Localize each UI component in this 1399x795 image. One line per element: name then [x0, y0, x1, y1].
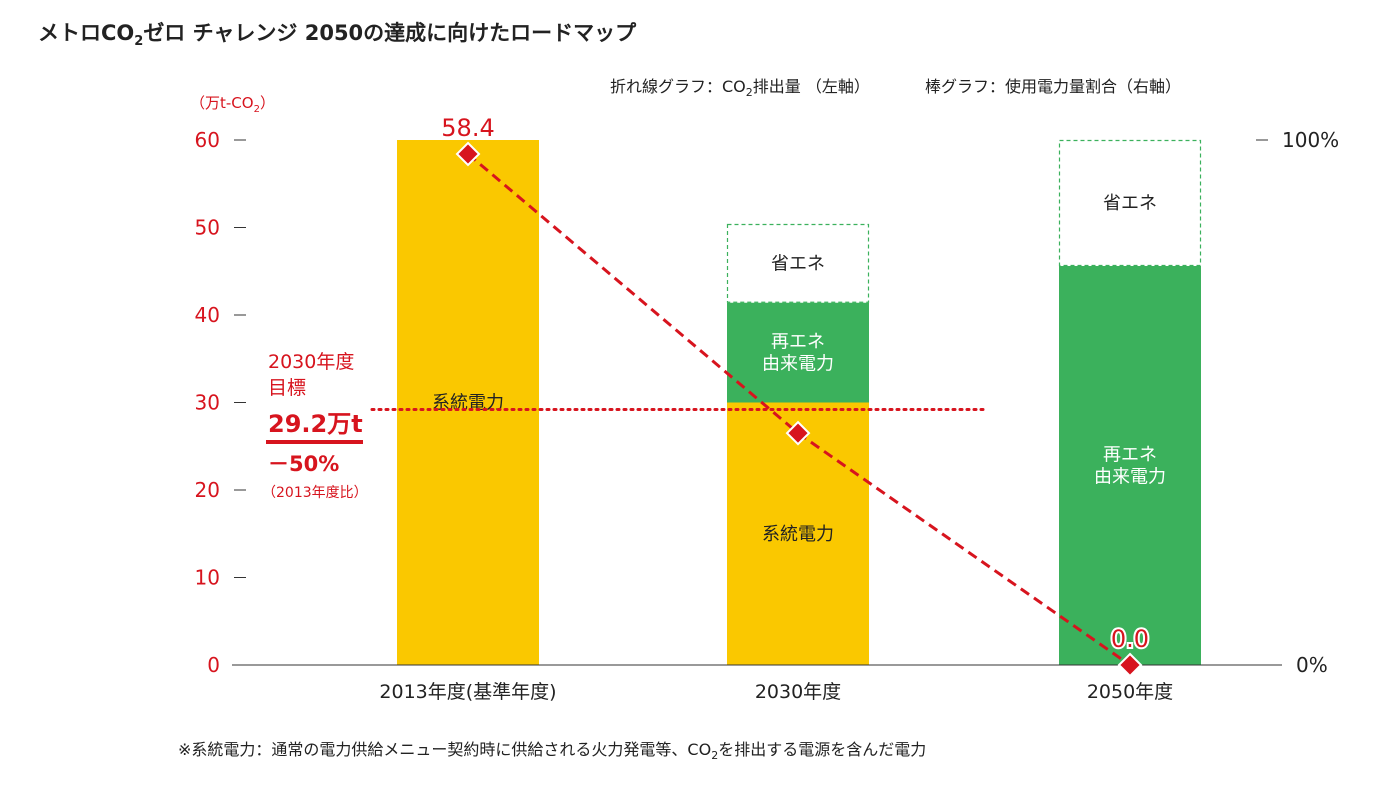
- target-goal-label: 目標: [268, 377, 306, 399]
- chart-title: メトロCO2ゼロ チャレンジ 2050の達成に向けたロードマップ: [38, 21, 637, 49]
- target-amount-label: 29.2万t: [268, 410, 363, 438]
- co2-point: [785, 420, 811, 446]
- bar-segment-savings: [726, 223, 870, 303]
- right-tick-label: 0%: [1296, 653, 1328, 677]
- co2-data-label: 0.0: [1111, 625, 1149, 653]
- bar-segment-label: 再エネ: [771, 332, 825, 353]
- bar-segment-label: 由来電力: [1094, 467, 1166, 488]
- right-axis: 100% 0%: [1256, 128, 1339, 677]
- co2-data-label: 58.4: [441, 114, 494, 142]
- left-tick-label: 50: [195, 216, 220, 240]
- left-tick-label: 20: [195, 478, 220, 502]
- target-percent-label: －50%: [268, 452, 339, 476]
- x-axis-labels: 2013年度(基準年度) 2030年度 2050年度: [379, 681, 1173, 703]
- bar-segment-grid: [727, 402, 869, 665]
- left-tick-label: 30: [195, 391, 220, 415]
- bar-segment-label: 省エネ: [771, 253, 825, 274]
- bar-segment-label: 由来電力: [762, 354, 834, 375]
- left-tick-label: 0: [207, 653, 220, 677]
- right-tick-label: 100%: [1282, 128, 1339, 152]
- footnote: ※系統電力：通常の電力供給メニュー契約時に供給される火力発電等、CO2を排出する…: [178, 740, 926, 762]
- target-underline: [266, 440, 363, 444]
- bar-segment-savings: [1058, 139, 1202, 267]
- co2-line-series: 58.4 0.0: [439, 112, 1151, 678]
- x-tick-label: 2013年度(基準年度): [379, 681, 556, 703]
- left-tick-label: 40: [195, 303, 220, 327]
- target-annotation: 2030年度 目標 29.2万t －50% （2013年度比）: [262, 351, 368, 501]
- bar-segment-label: 再エネ: [1103, 445, 1157, 466]
- left-axis-unit: （万t-CO2）: [190, 94, 275, 115]
- left-tick-label: 10: [195, 566, 220, 590]
- left-tick-label: 60: [195, 128, 220, 152]
- bar-segment-label: 系統電力: [762, 524, 834, 545]
- co2-point: [1117, 652, 1143, 678]
- co2-point: [455, 141, 481, 167]
- bar-segment-grid: [397, 140, 539, 665]
- target-note-label: （2013年度比）: [262, 485, 368, 501]
- legend-line: 折れ線グラフ：CO2排出量 （左軸）: [610, 77, 870, 99]
- x-tick-label: 2050年度: [1087, 681, 1173, 703]
- bar-segment-renewable: [1059, 266, 1201, 665]
- target-year-label: 2030年度: [268, 351, 354, 373]
- bar-segment-label: 省エネ: [1103, 193, 1157, 214]
- left-axis: 0 10 20 30 40 50 60: [195, 128, 246, 677]
- legend-bar: 棒グラフ：使用電力量割合（右軸）: [925, 77, 1181, 96]
- x-tick-label: 2030年度: [755, 681, 841, 703]
- bar-segment-renewable: [727, 302, 869, 403]
